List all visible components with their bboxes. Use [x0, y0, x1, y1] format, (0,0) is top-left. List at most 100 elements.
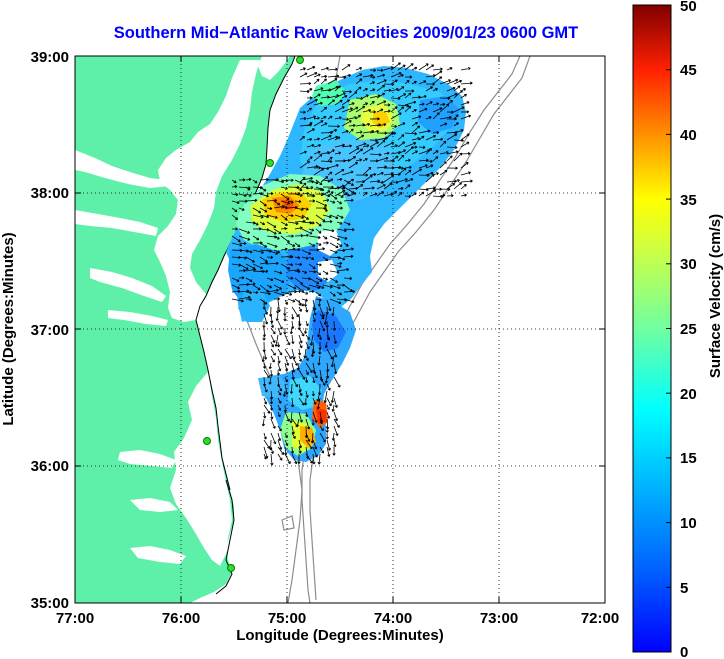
velocity-arrow [291, 376, 298, 388]
velocity-arrow [259, 291, 271, 296]
velocity-arrow [245, 297, 252, 302]
velocity-arrow [411, 109, 417, 113]
velocity-arrow [287, 200, 294, 204]
velocity-arrow [298, 306, 302, 312]
velocity-arrow [404, 80, 410, 85]
velocity-arrow [312, 446, 318, 458]
velocity-arrow [305, 376, 309, 383]
velocity-arrow [322, 241, 329, 245]
velocity-arrow [315, 214, 326, 222]
velocity-arrow [299, 110, 306, 114]
velocity-arrow [362, 144, 370, 148]
velocity-arrow [418, 80, 427, 85]
velocity-arrow [277, 327, 282, 336]
velocity-arrow [397, 74, 404, 78]
velocity-arrow [308, 289, 315, 294]
velocity-arrow [245, 277, 253, 282]
velocity-arrow [390, 180, 399, 184]
velocity-arrow [270, 453, 274, 466]
velocity-arrow [284, 348, 292, 360]
velocity-arrow [273, 228, 282, 234]
velocity-arrow [343, 298, 355, 304]
velocity-arrow [355, 105, 366, 113]
velocity-arrow [322, 277, 329, 281]
velocity-arrow [287, 263, 294, 267]
velocity-arrow [291, 355, 298, 366]
y-axis-label: Latitude (Degrees:Minutes) [0, 232, 17, 425]
velocity-arrow [231, 179, 237, 184]
velocity-arrow [325, 432, 329, 440]
velocity-arrow [343, 186, 355, 194]
velocity-arrow [277, 355, 281, 364]
velocity-arrow [333, 411, 338, 422]
velocity-arrow [326, 446, 331, 457]
velocity-arrow [273, 270, 283, 275]
velocity-arrow [280, 235, 290, 243]
velocity-arrow [369, 172, 377, 177]
velocity-arrow [327, 99, 335, 106]
colorbar-tick-label: 35 [680, 192, 697, 209]
velocity-arrow [418, 63, 429, 71]
velocity-arrow [425, 134, 437, 141]
velocity-arrow [362, 166, 372, 176]
velocity-arrow [301, 270, 308, 274]
velocity-arrow [322, 270, 329, 275]
velocity-arrow [446, 86, 456, 92]
velocity-arrow [280, 193, 290, 201]
velocity-arrow [425, 64, 435, 71]
velocity-arrow [259, 298, 268, 305]
velocity-arrow [333, 334, 337, 344]
velocity-arrow [446, 93, 458, 99]
velocity-arrow [376, 171, 384, 176]
velocity-arrow [336, 242, 343, 247]
velocity-arrow [355, 78, 363, 85]
velocity-arrow [439, 193, 446, 198]
velocity-arrow [266, 228, 277, 235]
velocity-arrow [252, 249, 264, 254]
velocity-arrow [277, 453, 283, 461]
velocity-arrow [432, 156, 439, 162]
velocity-arrow [294, 262, 303, 266]
velocity-arrow [336, 177, 343, 181]
velocity-arrow [355, 66, 363, 71]
velocity-arrow [320, 115, 327, 120]
velocity-arrow [446, 183, 456, 190]
velocity-arrow [273, 200, 281, 206]
velocity-arrow [269, 404, 274, 411]
velocity-arrow [453, 122, 459, 127]
colorbar-tick-label: 5 [680, 580, 688, 597]
velocity-arrow [301, 228, 313, 235]
velocity-arrow [390, 79, 398, 85]
velocity-arrow [341, 144, 352, 148]
velocity-arrow [299, 182, 307, 190]
velocity-arrow [262, 362, 267, 369]
velocity-arrow [326, 383, 331, 391]
velocity-arrow [460, 141, 470, 148]
velocity-arrow [310, 348, 315, 358]
velocity-arrow [231, 298, 244, 303]
velocity-arrow [306, 107, 312, 113]
velocity-arrow [397, 93, 407, 99]
velocity-arrow [453, 85, 461, 92]
velocity-arrow [287, 298, 296, 303]
velocity-arrow [327, 171, 333, 176]
velocity-arrow [320, 74, 328, 79]
velocity-arrow [348, 147, 360, 155]
velocity-arrow [263, 383, 268, 393]
coastline [195, 56, 296, 491]
velocity-arrow [317, 355, 321, 366]
velocity-arrow [369, 129, 380, 134]
velocity-arrow [348, 91, 358, 99]
velocity-arrow [397, 64, 406, 71]
velocity-arrow [343, 198, 354, 202]
velocity-arrow [291, 425, 295, 435]
velocity-arrow [268, 376, 272, 385]
velocity-arrow [298, 355, 302, 362]
velocity-arrow [320, 166, 330, 171]
velocity-arrow [277, 411, 281, 418]
velocity-arrow [404, 169, 412, 176]
velocity-arrow [294, 193, 303, 197]
velocity-arrow [343, 276, 353, 281]
velocity-arrow [327, 128, 338, 134]
velocity-arrow [315, 179, 323, 186]
